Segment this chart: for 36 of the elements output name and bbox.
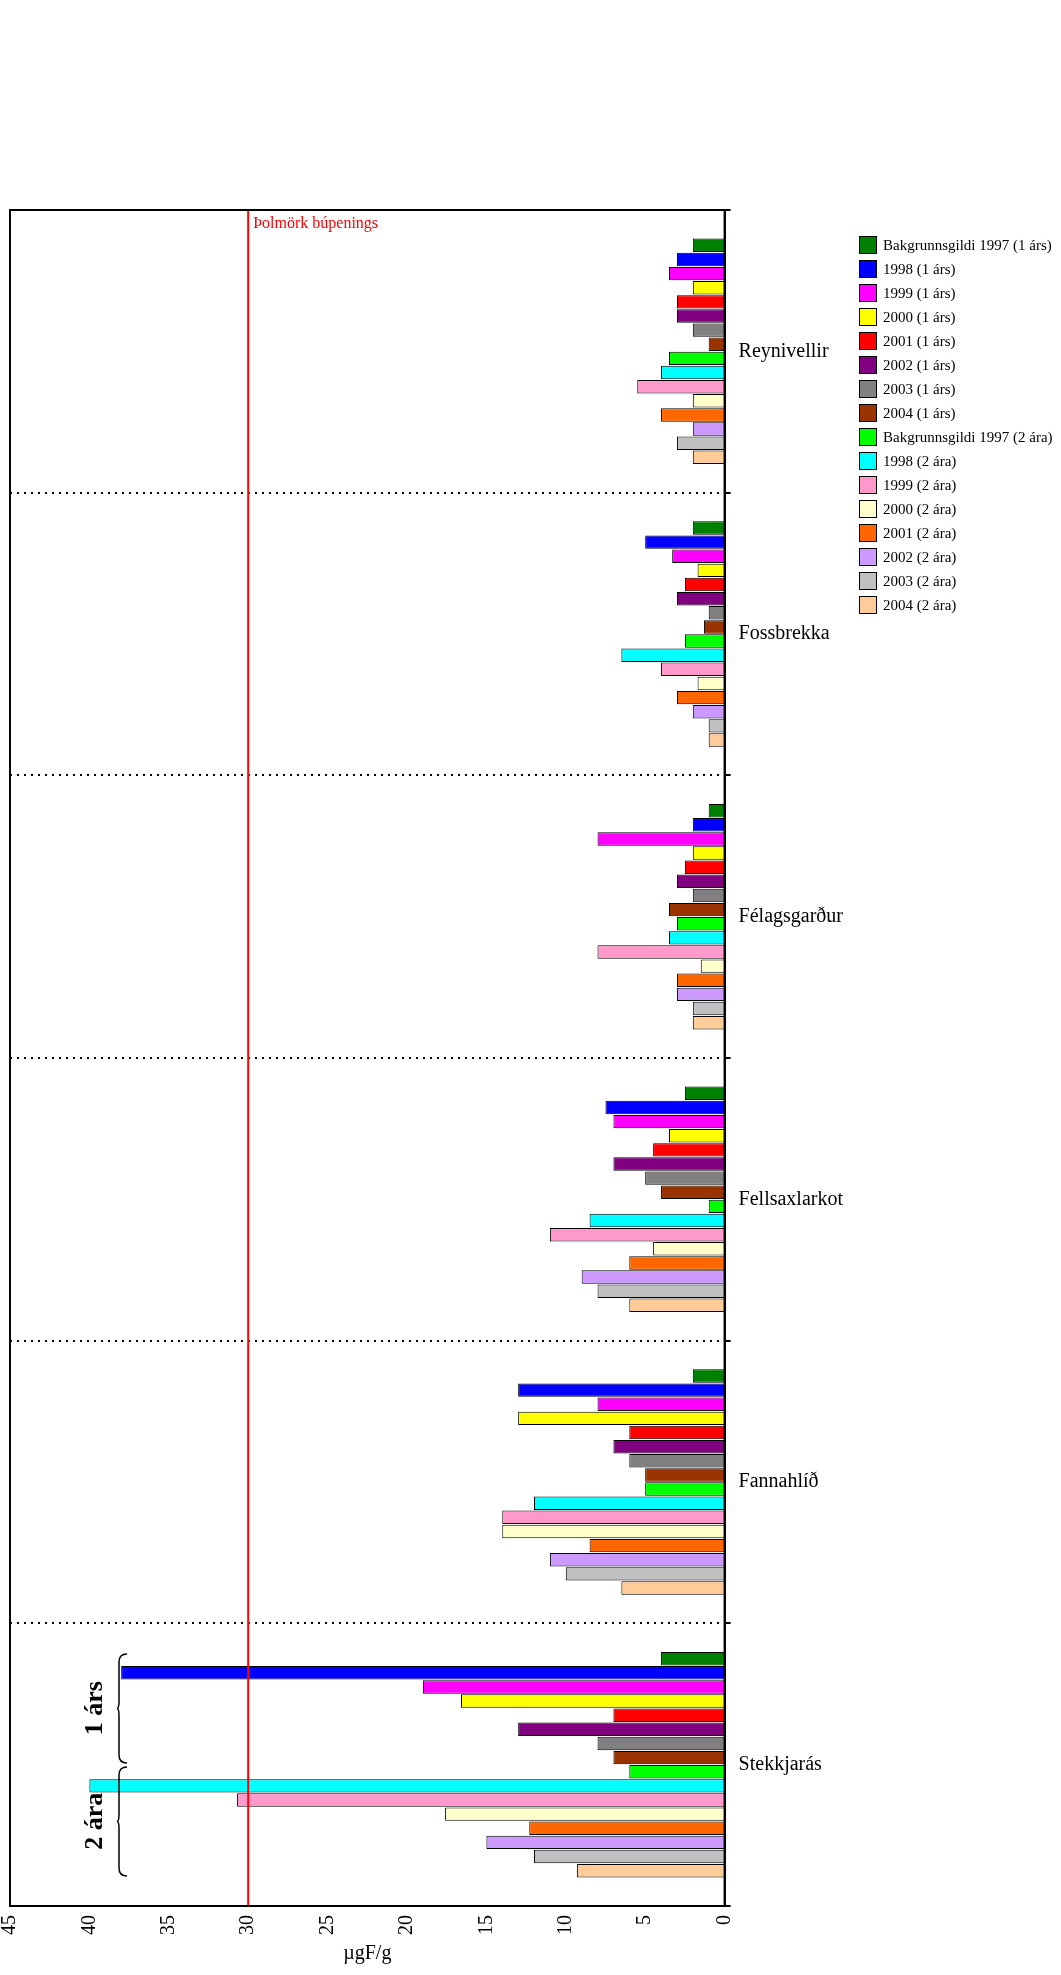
x-tick-label: 15	[473, 1915, 496, 1935]
legend-label: 2004 (1 árs)	[883, 404, 956, 422]
x-tick-label: 0	[711, 1915, 734, 1925]
x-tick-label: 30	[235, 1915, 258, 1935]
legend-label: 1999 (1 árs)	[883, 284, 956, 302]
legend-label: 1998 (2 ára)	[883, 452, 957, 470]
legend-label: 1999 (2 ára)	[883, 476, 957, 494]
annotation: 1 árs	[78, 1681, 108, 1736]
legend-label: Bakgrunnsgildi 1997 (2 ára)	[883, 428, 1053, 446]
legend-label: 2002 (2 ára)	[883, 548, 957, 566]
x-tick-label: 40	[76, 1915, 99, 1935]
legend-label: 2001 (1 árs)	[883, 332, 956, 350]
y-tick-label: Félagsgarður	[738, 903, 844, 927]
y-tick-label: Reynivellir	[738, 338, 829, 362]
x-tick-label: 25	[314, 1915, 337, 1935]
legend-label: 2004 (2 ára)	[883, 596, 957, 614]
x-tick-label: 10	[553, 1915, 576, 1935]
annotation: 2 ára	[78, 1792, 108, 1850]
x-axis-title: µgF/g	[343, 1941, 392, 1965]
legend-label: 2002 (1 árs)	[883, 356, 956, 374]
y-tick-label: Fossbrekka	[738, 621, 830, 644]
legend-label: 2000 (2 ára)	[883, 500, 957, 518]
y-tick-label: Fannahlíð	[738, 1469, 819, 1492]
x-tick-label: 20	[394, 1915, 417, 1935]
y-tick-label: Stekkjarás	[738, 1751, 823, 1775]
x-tick-label: 5	[632, 1915, 655, 1925]
legend-label: 2003 (2 ára)	[883, 572, 957, 590]
legend-label: 2001 (2 ára)	[883, 524, 957, 542]
y-tick-label: Fellsaxlarkot	[738, 1186, 844, 1209]
legend-label: 2003 (1 árs)	[883, 380, 956, 398]
ref-line-label: Þolmörk búpenings	[253, 214, 379, 233]
x-tick-label: 45	[0, 1915, 20, 1935]
legend-label: 2000 (1 árs)	[883, 308, 956, 326]
legend-label: Bakgrunnsgildi 1997 (1 árs)	[883, 236, 1052, 254]
legend-label: 1998 (1 árs)	[883, 260, 956, 278]
x-tick-label: 35	[156, 1915, 179, 1935]
